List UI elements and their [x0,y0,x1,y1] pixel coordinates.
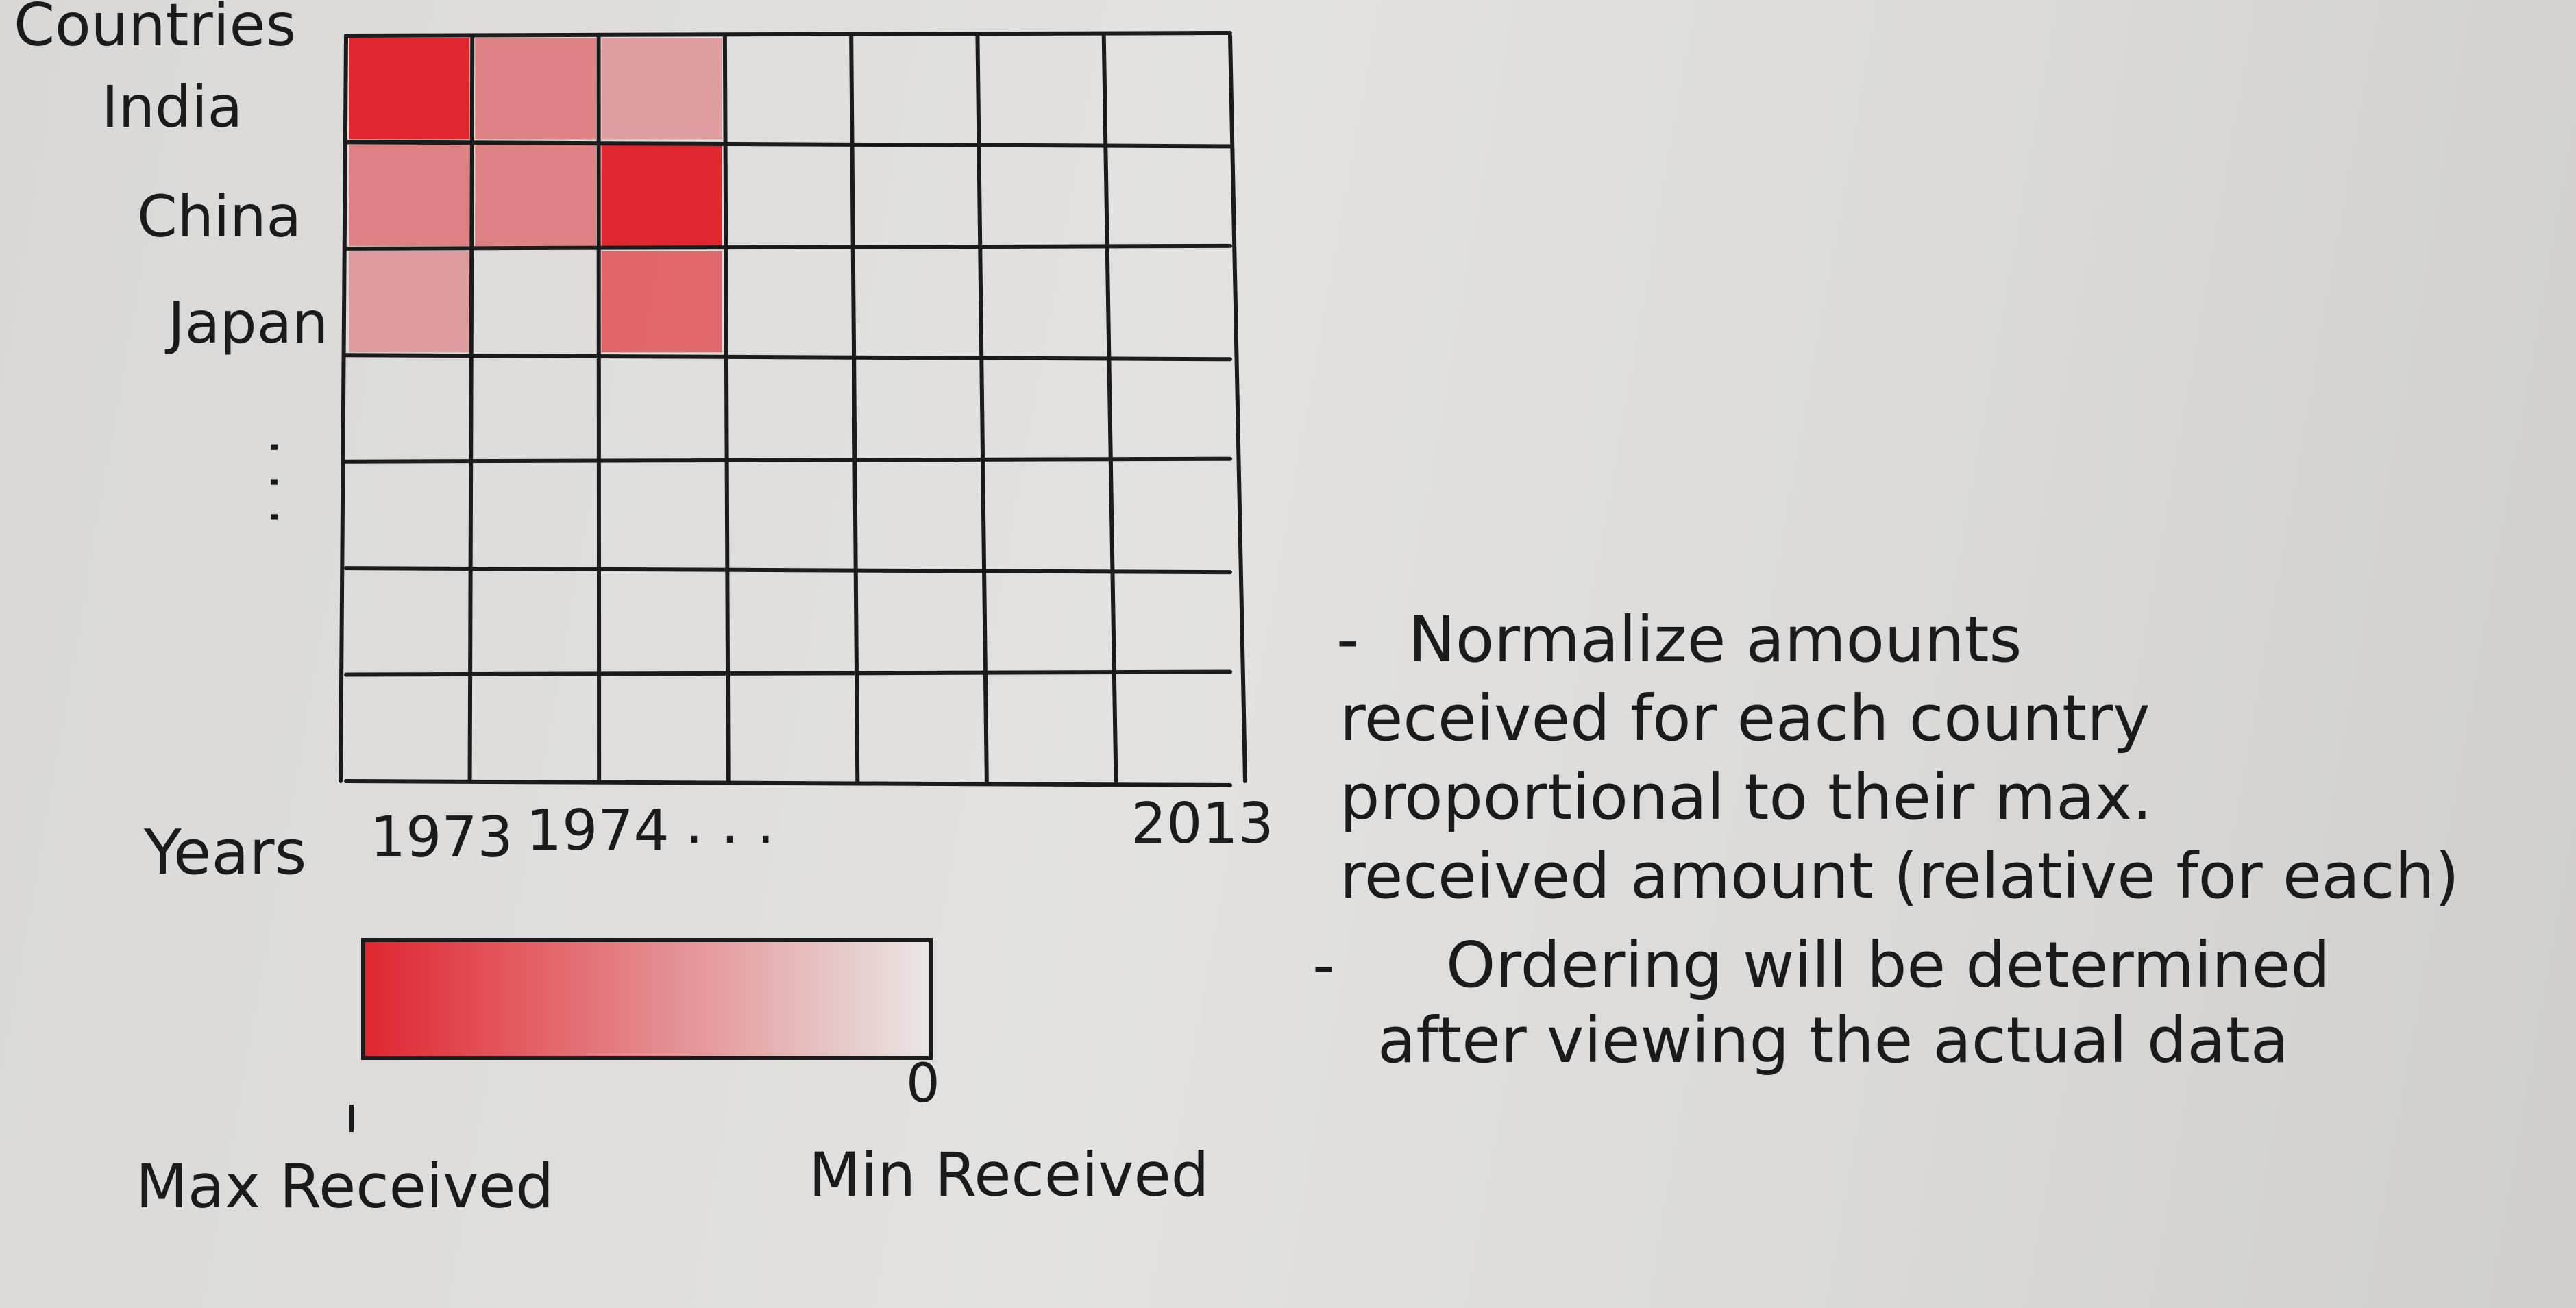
heatmap-cell-1-0 [349,145,470,246]
grid-row-line [344,353,1232,362]
heatmap-cell-0-2 [601,38,722,140]
grid-row-line [344,140,1232,149]
grid-column-line [467,34,475,783]
legend-max-label: Max Received [136,1151,554,1222]
column-label-3: 2013 [1131,791,1274,856]
grid-column-line [596,34,602,783]
note-0-line-2: proportional to their max. [1340,761,2152,834]
column-labels: 1973 1974. . . 2013 [370,791,1274,870]
grid-row-line [344,669,1232,677]
y-axis-title: Countries [14,0,296,60]
heatmap-cells [349,38,722,353]
legend-max-tick: 1 [343,1089,373,1146]
note-0-line-3: received amount (relative for each) [1340,839,2460,913]
heatmap-cell-1-2 [601,145,722,246]
heatmap-cell-0-0 [349,38,470,140]
grid-row-line [344,456,1232,464]
color-legend: 1 0 Max Received Min Received [136,938,1210,1222]
heatmap-cell-1-1 [475,145,596,246]
column-label-0: 1973 [370,805,513,870]
grid-column-line [1101,34,1118,783]
heatmap-cell-2-2 [601,251,722,353]
legend-gradient-bar [361,938,933,1060]
x-axis-title: Years [143,817,306,889]
grid-column-line [849,34,860,783]
note-0-line-0: Normalize amounts [1408,603,2022,676]
grid-row-line [344,779,1232,787]
row-label-india: India [101,73,243,140]
note-1-line-1: after viewing the actual data [1377,1004,2289,1077]
row-ellipsis: . . . [258,439,321,526]
legend-min-tick: 0 [906,1053,940,1115]
row-label-china: China [137,183,302,250]
legend-min-label: Min Received [809,1139,1210,1210]
grid-row-line [344,566,1232,575]
note-bullet: - [1336,603,1359,676]
column-label-1: 1974 [526,798,670,863]
grid-column-line [339,34,348,783]
grid-column-line [975,34,989,783]
grid-column-line [1228,34,1247,783]
grid-row-line [344,31,1232,38]
note-0-line-1: received for each country [1340,682,2150,755]
grid-row-line [344,243,1232,251]
column-label-2: . . . [685,791,774,856]
heatmap-grid [339,31,1247,787]
note-1-line-0: Ordering will be determined [1446,928,2331,1002]
row-label-japan: Japan [164,289,328,356]
grid-column-line [722,34,731,783]
heatmap-cell-0-1 [475,38,596,140]
row-labels: India China Japan [101,73,328,356]
heatmap-cell-2-0 [349,251,470,353]
note-bullet: - [1312,928,1335,1002]
